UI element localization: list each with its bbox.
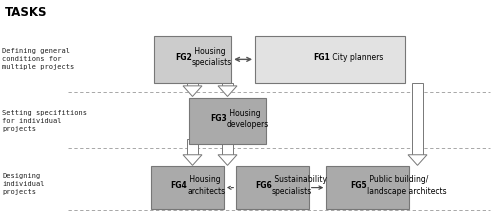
Text: Defining general
conditions for
multiple projects: Defining general conditions for multiple… bbox=[2, 48, 75, 70]
Polygon shape bbox=[218, 155, 237, 165]
Text: Setting specifitions
for individual
projects: Setting specifitions for individual proj… bbox=[2, 110, 87, 132]
FancyBboxPatch shape bbox=[189, 98, 266, 144]
Text: Housing
developers: Housing developers bbox=[227, 109, 269, 129]
Text: FG3: FG3 bbox=[210, 114, 227, 123]
FancyBboxPatch shape bbox=[154, 36, 231, 83]
FancyBboxPatch shape bbox=[151, 166, 224, 209]
Bar bbox=[222, 83, 233, 86]
Text: FG4: FG4 bbox=[170, 181, 187, 190]
Polygon shape bbox=[408, 155, 427, 165]
Polygon shape bbox=[218, 86, 237, 96]
FancyBboxPatch shape bbox=[255, 36, 405, 83]
Text: TASKS: TASKS bbox=[5, 6, 48, 19]
Bar bbox=[412, 83, 423, 155]
Text: FG1: FG1 bbox=[313, 53, 330, 62]
FancyBboxPatch shape bbox=[326, 166, 409, 209]
Polygon shape bbox=[183, 155, 202, 165]
FancyBboxPatch shape bbox=[236, 166, 309, 209]
Text: Housing
specialists: Housing specialists bbox=[192, 47, 232, 67]
Text: Housing
architects: Housing architects bbox=[187, 176, 225, 195]
Text: FG5: FG5 bbox=[350, 181, 367, 190]
Text: FG2: FG2 bbox=[176, 53, 192, 62]
Bar bbox=[187, 139, 198, 155]
Text: Sustainability
specialists: Sustainability specialists bbox=[272, 176, 327, 195]
Bar bbox=[222, 139, 233, 155]
Text: FG6: FG6 bbox=[256, 181, 272, 190]
Bar bbox=[187, 83, 198, 86]
Text: Designing
individual
projects: Designing individual projects bbox=[2, 173, 45, 195]
Text: Public building/
landscape architects: Public building/ landscape architects bbox=[367, 176, 446, 195]
Text: City planners: City planners bbox=[330, 53, 383, 62]
Polygon shape bbox=[183, 86, 202, 96]
